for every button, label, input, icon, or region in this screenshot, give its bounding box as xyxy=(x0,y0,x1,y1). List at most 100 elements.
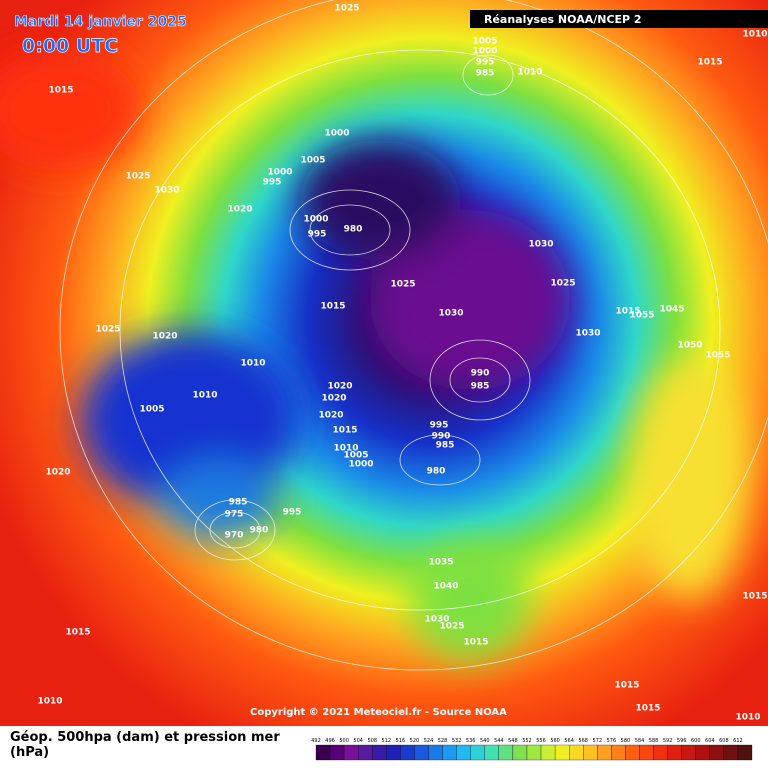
colorbar-tick: 552 xyxy=(522,738,532,744)
isobar-label: 995 xyxy=(308,230,327,240)
isobar-label: 1010 xyxy=(735,713,760,723)
isobar-label: 975 xyxy=(225,510,244,520)
colorbar-swatch xyxy=(709,744,725,761)
isobar-label: 1015 xyxy=(697,58,722,68)
isobar-label: 1030 xyxy=(154,186,179,196)
isobar-label: 1025 xyxy=(95,325,120,335)
colorbar-tick: 532 xyxy=(452,738,462,744)
colorbar-swatch xyxy=(498,744,514,761)
isobars xyxy=(59,0,768,671)
isobar-label: 995 xyxy=(476,58,495,68)
colorbar-swatch xyxy=(428,744,443,761)
colorbar-tick: 524 xyxy=(424,738,434,744)
isobar-label: 1025 xyxy=(439,622,464,632)
isobar-label: 1010 xyxy=(240,359,265,369)
colorbar-tick: 572 xyxy=(593,738,603,744)
colorbar-swatch xyxy=(442,744,457,761)
colorbar-tick: 500 xyxy=(339,738,349,744)
isobar-label: 1025 xyxy=(125,172,150,182)
isobar-label: 1030 xyxy=(528,240,553,250)
colorbar-tick: 588 xyxy=(649,738,659,744)
isobar-label: 1020 xyxy=(321,394,346,404)
colorbar-swatch xyxy=(723,744,739,761)
date-label: Mardi 14 janvier 2025 xyxy=(14,14,187,30)
colorbar-tick: 548 xyxy=(508,738,518,744)
isobar-label: 1000 xyxy=(348,460,373,470)
colorbar-tick: 584 xyxy=(635,738,645,744)
isobar-label: 1000 xyxy=(324,129,349,139)
colorbar-tick: 608 xyxy=(719,738,729,744)
isobar-label: 980 xyxy=(250,526,269,536)
colorbar-swatch xyxy=(554,744,570,761)
colorbar-swatch xyxy=(695,744,710,761)
isobar-label: 1020 xyxy=(327,382,352,392)
colorbar-tick: 504 xyxy=(353,738,363,744)
time-label: 0:00 UTC xyxy=(22,35,118,57)
colorbar-tick: 596 xyxy=(677,738,687,744)
colorbar-tick: 516 xyxy=(396,738,406,744)
colorbar-tick: 512 xyxy=(382,738,392,744)
colorbar-tick: 600 xyxy=(691,738,701,744)
isobar-label: 1010 xyxy=(742,30,767,40)
colorbar-swatch xyxy=(737,744,753,761)
isobar-label: 990 xyxy=(432,432,451,442)
isobar-label: 1050 xyxy=(677,341,702,351)
isobar-label: 990 xyxy=(471,369,490,379)
colorbar-swatch xyxy=(681,744,696,761)
isobar-label: 1055 xyxy=(705,351,730,361)
colorbar-tick: 560 xyxy=(550,738,560,744)
field-patches xyxy=(0,50,750,660)
isobar-label: 1010 xyxy=(517,68,542,78)
source-label: Réanalyses NOAA/NCEP 2 xyxy=(484,13,642,26)
isobar-label: 1025 xyxy=(550,279,575,289)
isobar-label: 1030 xyxy=(575,329,600,339)
isobar-label: 1025 xyxy=(334,4,359,14)
colorbar-swatch xyxy=(372,744,387,761)
colorbar-swatch xyxy=(653,744,668,761)
isobar-label: 1045 xyxy=(659,305,684,315)
isobar-label: 980 xyxy=(427,467,446,477)
colorbar-swatch xyxy=(625,744,640,761)
isobar-label: 1015 xyxy=(65,628,90,638)
colorbar-swatch xyxy=(526,744,542,761)
colorbar-tick: 576 xyxy=(607,738,617,744)
colorbar-swatch xyxy=(611,744,626,761)
colorbar-tick: 580 xyxy=(621,738,631,744)
isobar-label: 1030 xyxy=(424,615,449,625)
colorbar-tick: 528 xyxy=(438,738,448,744)
colorbar-swatch xyxy=(329,744,345,761)
colorbar-swatch xyxy=(597,744,612,761)
isobar-label: 1015 xyxy=(320,302,345,312)
isobar-label: 1015 xyxy=(48,86,73,96)
isobar-label: 1005 xyxy=(343,451,368,461)
colorbar-swatch xyxy=(484,744,499,761)
isobar-label: 1035 xyxy=(428,558,453,568)
isobar-label: 985 xyxy=(471,382,490,392)
isobar-label: 985 xyxy=(436,441,455,451)
isobar-label: 1015 xyxy=(615,307,640,317)
isobar-label: 1020 xyxy=(227,205,252,215)
source-bar xyxy=(470,10,768,28)
isobar-label: 1005 xyxy=(139,405,164,415)
colorbar-swatch xyxy=(315,744,331,761)
colorbar-tick: 536 xyxy=(466,738,476,744)
colorbar-tick: 520 xyxy=(410,738,420,744)
colorbar-swatch xyxy=(512,744,528,761)
colorbar-swatch xyxy=(343,744,359,761)
colorbar-tick: 492 xyxy=(311,738,321,744)
isobar-label: 1010 xyxy=(37,697,62,707)
isobar-label: 1015 xyxy=(463,638,488,648)
isobar-label: 1015 xyxy=(332,426,357,436)
isobar-label: 995 xyxy=(283,508,302,518)
isobar-label: 1010 xyxy=(333,444,358,454)
isobar-label: 1010 xyxy=(192,391,217,401)
colorbar-tick: 540 xyxy=(480,738,490,744)
legend-text: Géop. 500hpa (dam) et pression mer (hPa) xyxy=(10,730,280,760)
isobar-label: 995 xyxy=(263,178,282,188)
isobar-label: 995 xyxy=(430,421,449,431)
isobar-label: 1000 xyxy=(267,168,292,178)
colorbar-swatch xyxy=(414,744,429,761)
isobar-label: 980 xyxy=(344,225,363,235)
